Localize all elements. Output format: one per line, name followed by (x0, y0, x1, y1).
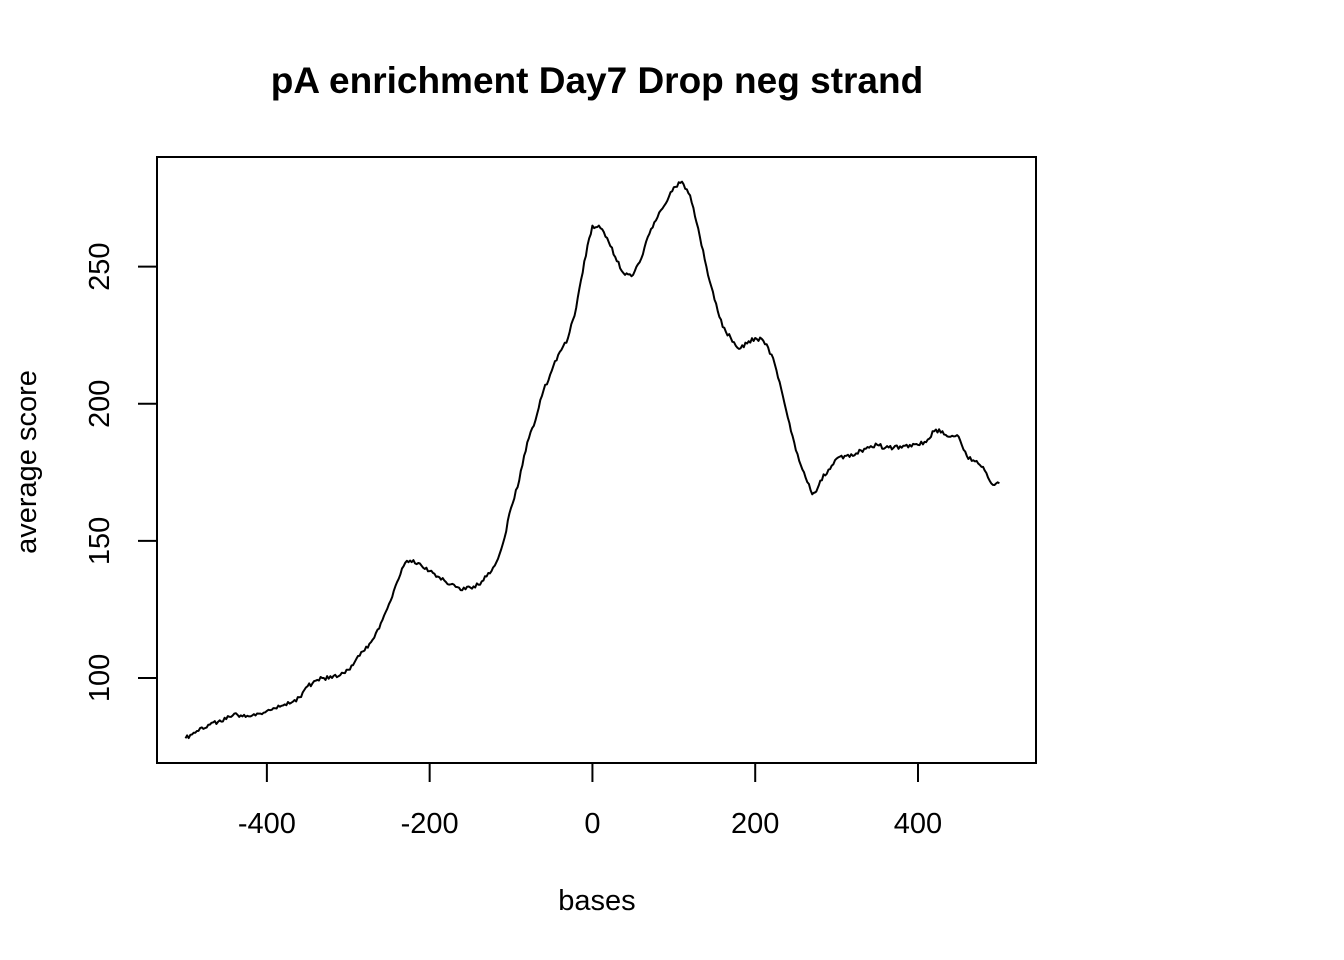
chart-title: pA enrichment Day7 Drop neg strand (271, 60, 923, 101)
x-tick-label: -400 (238, 808, 296, 840)
y-tick-label: 200 (84, 380, 116, 428)
plot-frame (156, 156, 1037, 764)
series-line (184, 180, 1000, 740)
x-tick-label: -200 (401, 808, 459, 840)
y-tick-label: 150 (84, 517, 116, 565)
x-axis: -400 -200 0 200 400 (238, 762, 942, 840)
x-tick-label: 200 (731, 808, 779, 840)
y-tick-label: 100 (84, 654, 116, 702)
x-tick-label: 0 (584, 808, 600, 840)
y-tick-label: 250 (84, 242, 116, 290)
y-axis: 100 150 200 250 (84, 242, 158, 702)
x-tick-label: 400 (894, 808, 942, 840)
x-axis-label: bases (558, 885, 635, 917)
y-axis-label: average score (11, 370, 43, 554)
